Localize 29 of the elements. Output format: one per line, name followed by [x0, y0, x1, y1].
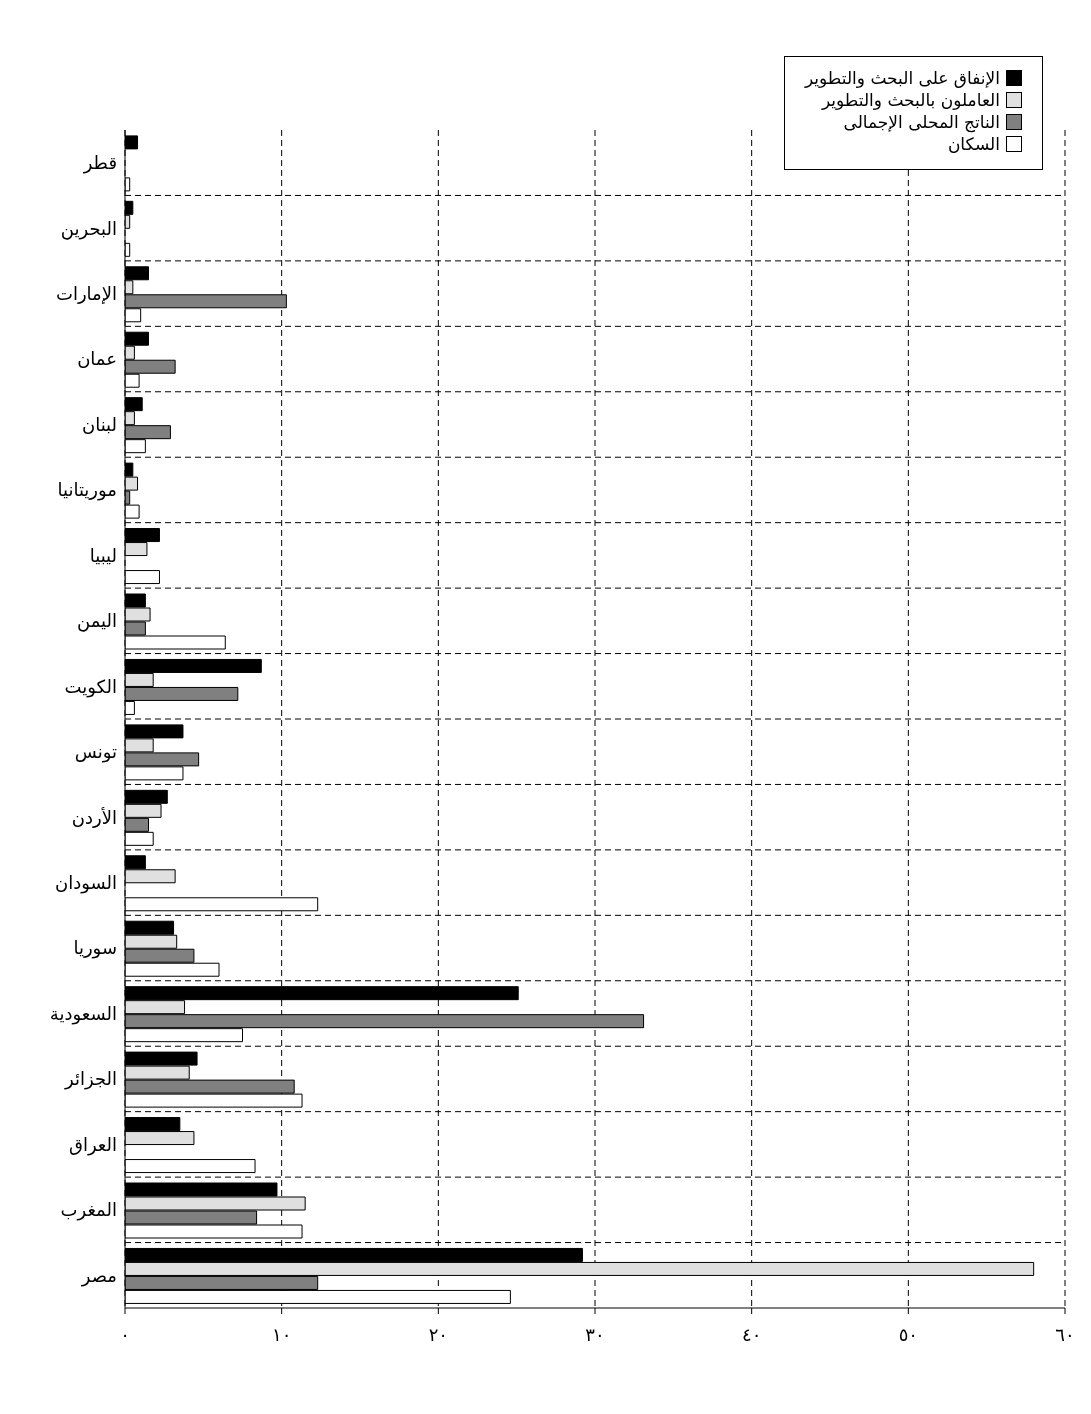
x-tick-label: ٢٠: [428, 1323, 449, 1345]
y-tick-label: سوريا: [73, 937, 117, 960]
y-tick-label: مصر: [80, 1264, 117, 1287]
x-tick-label: ٠: [120, 1323, 130, 1345]
x-tick-label: ٦٠: [1055, 1323, 1075, 1345]
y-tick-label: السودان: [54, 872, 117, 894]
y-tick-label: قطر: [82, 152, 117, 175]
y-tick-label: الإمارات: [55, 283, 117, 304]
legend-label: العاملون بالبحث والتطوير: [821, 89, 1000, 111]
y-tick-label: البحرين: [60, 217, 117, 240]
x-tick-label: ٣٠: [585, 1323, 605, 1345]
y-tick-label: ليبيا: [89, 544, 117, 566]
legend-label: الناتج المحلى الإجمالى: [843, 111, 1000, 133]
legend-label: الإنفاق على البحث والتطوير: [804, 67, 1000, 89]
y-tick-label: تونس: [74, 741, 117, 764]
y-tick-label: المغرب: [60, 1199, 117, 1222]
x-tick-label: ٥٠: [898, 1323, 919, 1345]
x-tick-label: ٤٠: [741, 1323, 762, 1345]
x-tick-label: ١٠: [271, 1323, 292, 1345]
y-tick-label: لبنان: [81, 413, 117, 435]
y-tick-label: الكويت: [64, 675, 117, 698]
legend-label: السكان: [947, 133, 1000, 155]
y-tick-label: الأردن: [71, 806, 117, 828]
y-tick-label: اليمن: [76, 610, 117, 633]
y-tick-label: السعودية: [49, 1002, 117, 1025]
y-tick-label: عمان: [77, 348, 117, 370]
y-tick-label: موريتانيا: [57, 479, 117, 502]
y-tick-label: العراق: [68, 1133, 117, 1156]
y-tick-label: الجزائر: [64, 1068, 117, 1091]
